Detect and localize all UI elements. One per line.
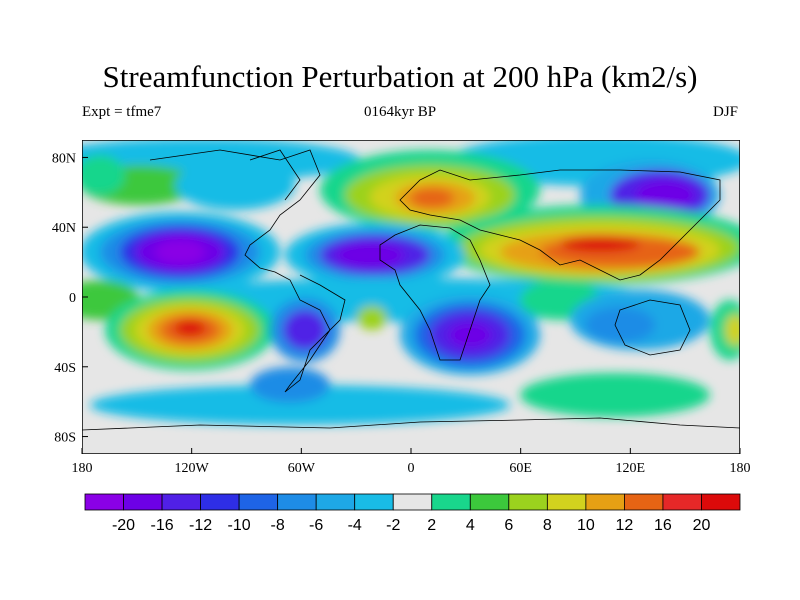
lon-tick-label: 120E	[616, 461, 646, 476]
colorbar-label: 4	[466, 517, 475, 534]
colorbar-swatch	[431, 493, 471, 511]
colorbar-label: 16	[654, 517, 672, 534]
lon-tick-label: 180	[72, 461, 93, 476]
colorbar-swatch	[123, 493, 163, 511]
lat-tick-label: 80S	[54, 431, 76, 446]
colorbar-label: 2	[427, 517, 436, 534]
lat-tick-label: 0	[69, 291, 76, 306]
lon-tick-label: 0	[408, 461, 415, 476]
map-panel	[82, 140, 740, 454]
colorbar-swatch	[354, 493, 394, 511]
lat-tick-label: 40S	[54, 361, 76, 376]
chart-title: Streamfunction Perturbation at 200 hPa (…	[102, 59, 698, 94]
time-label: 0164kyr BP	[363, 104, 437, 120]
colorbar-label: 8	[543, 517, 552, 534]
lat-tick-label: 80N	[52, 151, 76, 166]
colorbar-swatch	[546, 493, 587, 511]
colorbar-label: -6	[309, 517, 323, 534]
colorbar-swatch	[277, 493, 317, 511]
colorbar-label: -20	[112, 517, 135, 534]
colorbar-swatch	[662, 493, 702, 511]
colorbar: -20 -16 -12 -10 -8 -6 -4 -2 2 4 6 8 10 12 16 20	[84, 493, 741, 534]
experiment-label: Expt = tfme7	[82, 104, 162, 120]
colorbar-swatch	[238, 493, 279, 511]
colorbar-label: -2	[386, 517, 400, 534]
colorbar-swatch	[84, 493, 124, 511]
lon-tick-label: 60W	[288, 461, 316, 476]
colorbar-label: -4	[348, 517, 362, 534]
colorbar-label: 6	[504, 517, 513, 534]
colorbar-label: 10	[577, 517, 595, 534]
lon-tick-label: 180	[730, 461, 751, 476]
lon-tick-label: 60E	[509, 461, 532, 476]
season-label: DJF	[712, 104, 738, 120]
colorbar-swatch	[315, 493, 356, 511]
colorbar-swatch	[585, 493, 625, 511]
colorbar-swatch	[200, 493, 240, 511]
colorbar-label: 12	[616, 517, 634, 534]
colorbar-swatch	[161, 493, 201, 511]
colorbar-label: -8	[271, 517, 285, 534]
colorbar-swatch	[392, 493, 433, 511]
colorbar-label: -10	[228, 517, 251, 534]
colorbar-label: -16	[150, 517, 173, 534]
lat-tick-label: 40N	[52, 221, 76, 236]
colorbar-swatch	[469, 493, 510, 511]
colorbar-label: 20	[693, 517, 711, 534]
colorbar-swatch	[508, 493, 548, 511]
longitude-axis: 180 120W 60W 0 60E 120E 180	[72, 448, 751, 476]
latitude-axis: 80N 40N 0 40S 80S	[52, 151, 88, 446]
lon-tick-label: 120W	[175, 461, 210, 476]
colorbar-swatch	[624, 493, 664, 511]
coastlines	[82, 149, 740, 431]
colorbar-label: -12	[189, 517, 212, 534]
colorbar-swatch	[701, 493, 741, 511]
